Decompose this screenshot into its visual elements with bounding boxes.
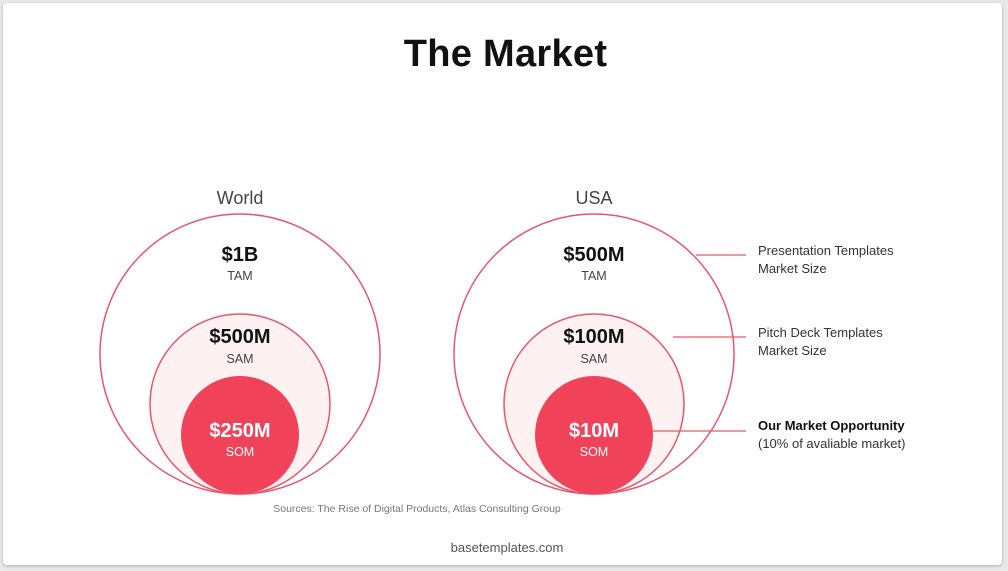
footer-link[interactable]: basetemplates.com	[450, 540, 564, 555]
callout-sam-line1: Pitch Deck Templates	[758, 325, 883, 340]
som-circle-usa	[535, 376, 653, 494]
callout-tam: Presentation Templates Market Size	[758, 242, 894, 278]
slide-title: The Market	[403, 33, 608, 75]
som-tier-usa: SOM	[580, 445, 608, 459]
som-amount-usa: $10M	[569, 420, 619, 442]
tam-amount-usa: $500M	[563, 244, 624, 266]
callout-tam-line1: Presentation Templates	[758, 243, 894, 258]
callout-som-line1: Our Market Opportunity	[758, 418, 905, 433]
sources-note: Sources: The Rise of Digital Products, A…	[273, 503, 561, 515]
callout-sam: Pitch Deck Templates Market Size	[758, 324, 883, 360]
sam-tier-usa: SAM	[580, 352, 607, 366]
callout-tam-line2: Market Size	[758, 261, 827, 276]
group-label-world: World	[217, 188, 264, 208]
slide: The Market World $1B TAM $500M SAM $250M…	[3, 3, 1002, 565]
callout-sam-line2: Market Size	[758, 343, 827, 358]
market-diagram: World $1B TAM $500M SAM $250M SOM USA $5…	[99, 188, 746, 495]
callout-som: Our Market Opportunity (10% of avaliable…	[758, 417, 905, 453]
tam-amount-world: $1B	[222, 244, 259, 266]
callout-som-line2: (10% of avaliable market)	[758, 436, 906, 451]
sam-amount-world: $500M	[209, 326, 270, 348]
tam-tier-world: TAM	[227, 269, 252, 283]
sam-amount-usa: $100M	[563, 326, 624, 348]
sam-tier-world: SAM	[226, 352, 253, 366]
group-label-usa: USA	[575, 188, 612, 208]
tam-tier-usa: TAM	[581, 269, 606, 283]
som-tier-world: SOM	[226, 445, 254, 459]
som-amount-world: $250M	[209, 420, 270, 442]
som-circle-world	[181, 376, 299, 494]
